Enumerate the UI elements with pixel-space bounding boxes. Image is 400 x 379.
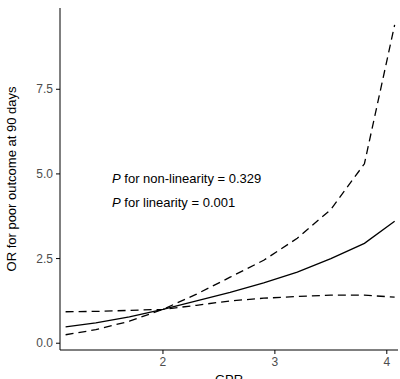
x-tick-label: 2 [160, 355, 167, 369]
x-axis [60, 350, 398, 351]
y-tick-label: 5.0 [36, 167, 53, 181]
annotation: P for linearity = 0.001 [112, 195, 235, 210]
y-tick [56, 343, 60, 344]
y-tick [56, 89, 60, 90]
annotation-rest: for non-linearity = 0.329 [121, 171, 262, 186]
series-line [66, 221, 395, 327]
x-tick-label: 4 [383, 355, 390, 369]
y-label: OR for poor outcome at 90 days [4, 86, 19, 271]
series-line [66, 25, 395, 335]
y-tick [56, 173, 60, 174]
annotation: P for non-linearity = 0.329 [112, 171, 261, 186]
x-label: GPR [215, 372, 243, 379]
annotation-italic: P [112, 195, 121, 210]
y-tick-label: 7.5 [36, 82, 53, 96]
annotation-rest: for linearity = 0.001 [121, 195, 236, 210]
x-tick-label: 3 [272, 355, 279, 369]
y-axis [60, 8, 61, 350]
chart: 2 3 4 0.0 2.5 5.0 7.5 GPR OR for poor outcome at… [0, 0, 400, 379]
y-tick [56, 258, 60, 259]
plot-lines [66, 25, 395, 335]
y-tick-label: 0.0 [36, 336, 53, 350]
y-tick-label: 2.5 [36, 252, 53, 266]
series-line [66, 295, 395, 312]
x-tick [162, 350, 163, 354]
annotation-italic: P [112, 171, 121, 186]
x-tick [274, 350, 275, 354]
x-tick [386, 350, 387, 354]
